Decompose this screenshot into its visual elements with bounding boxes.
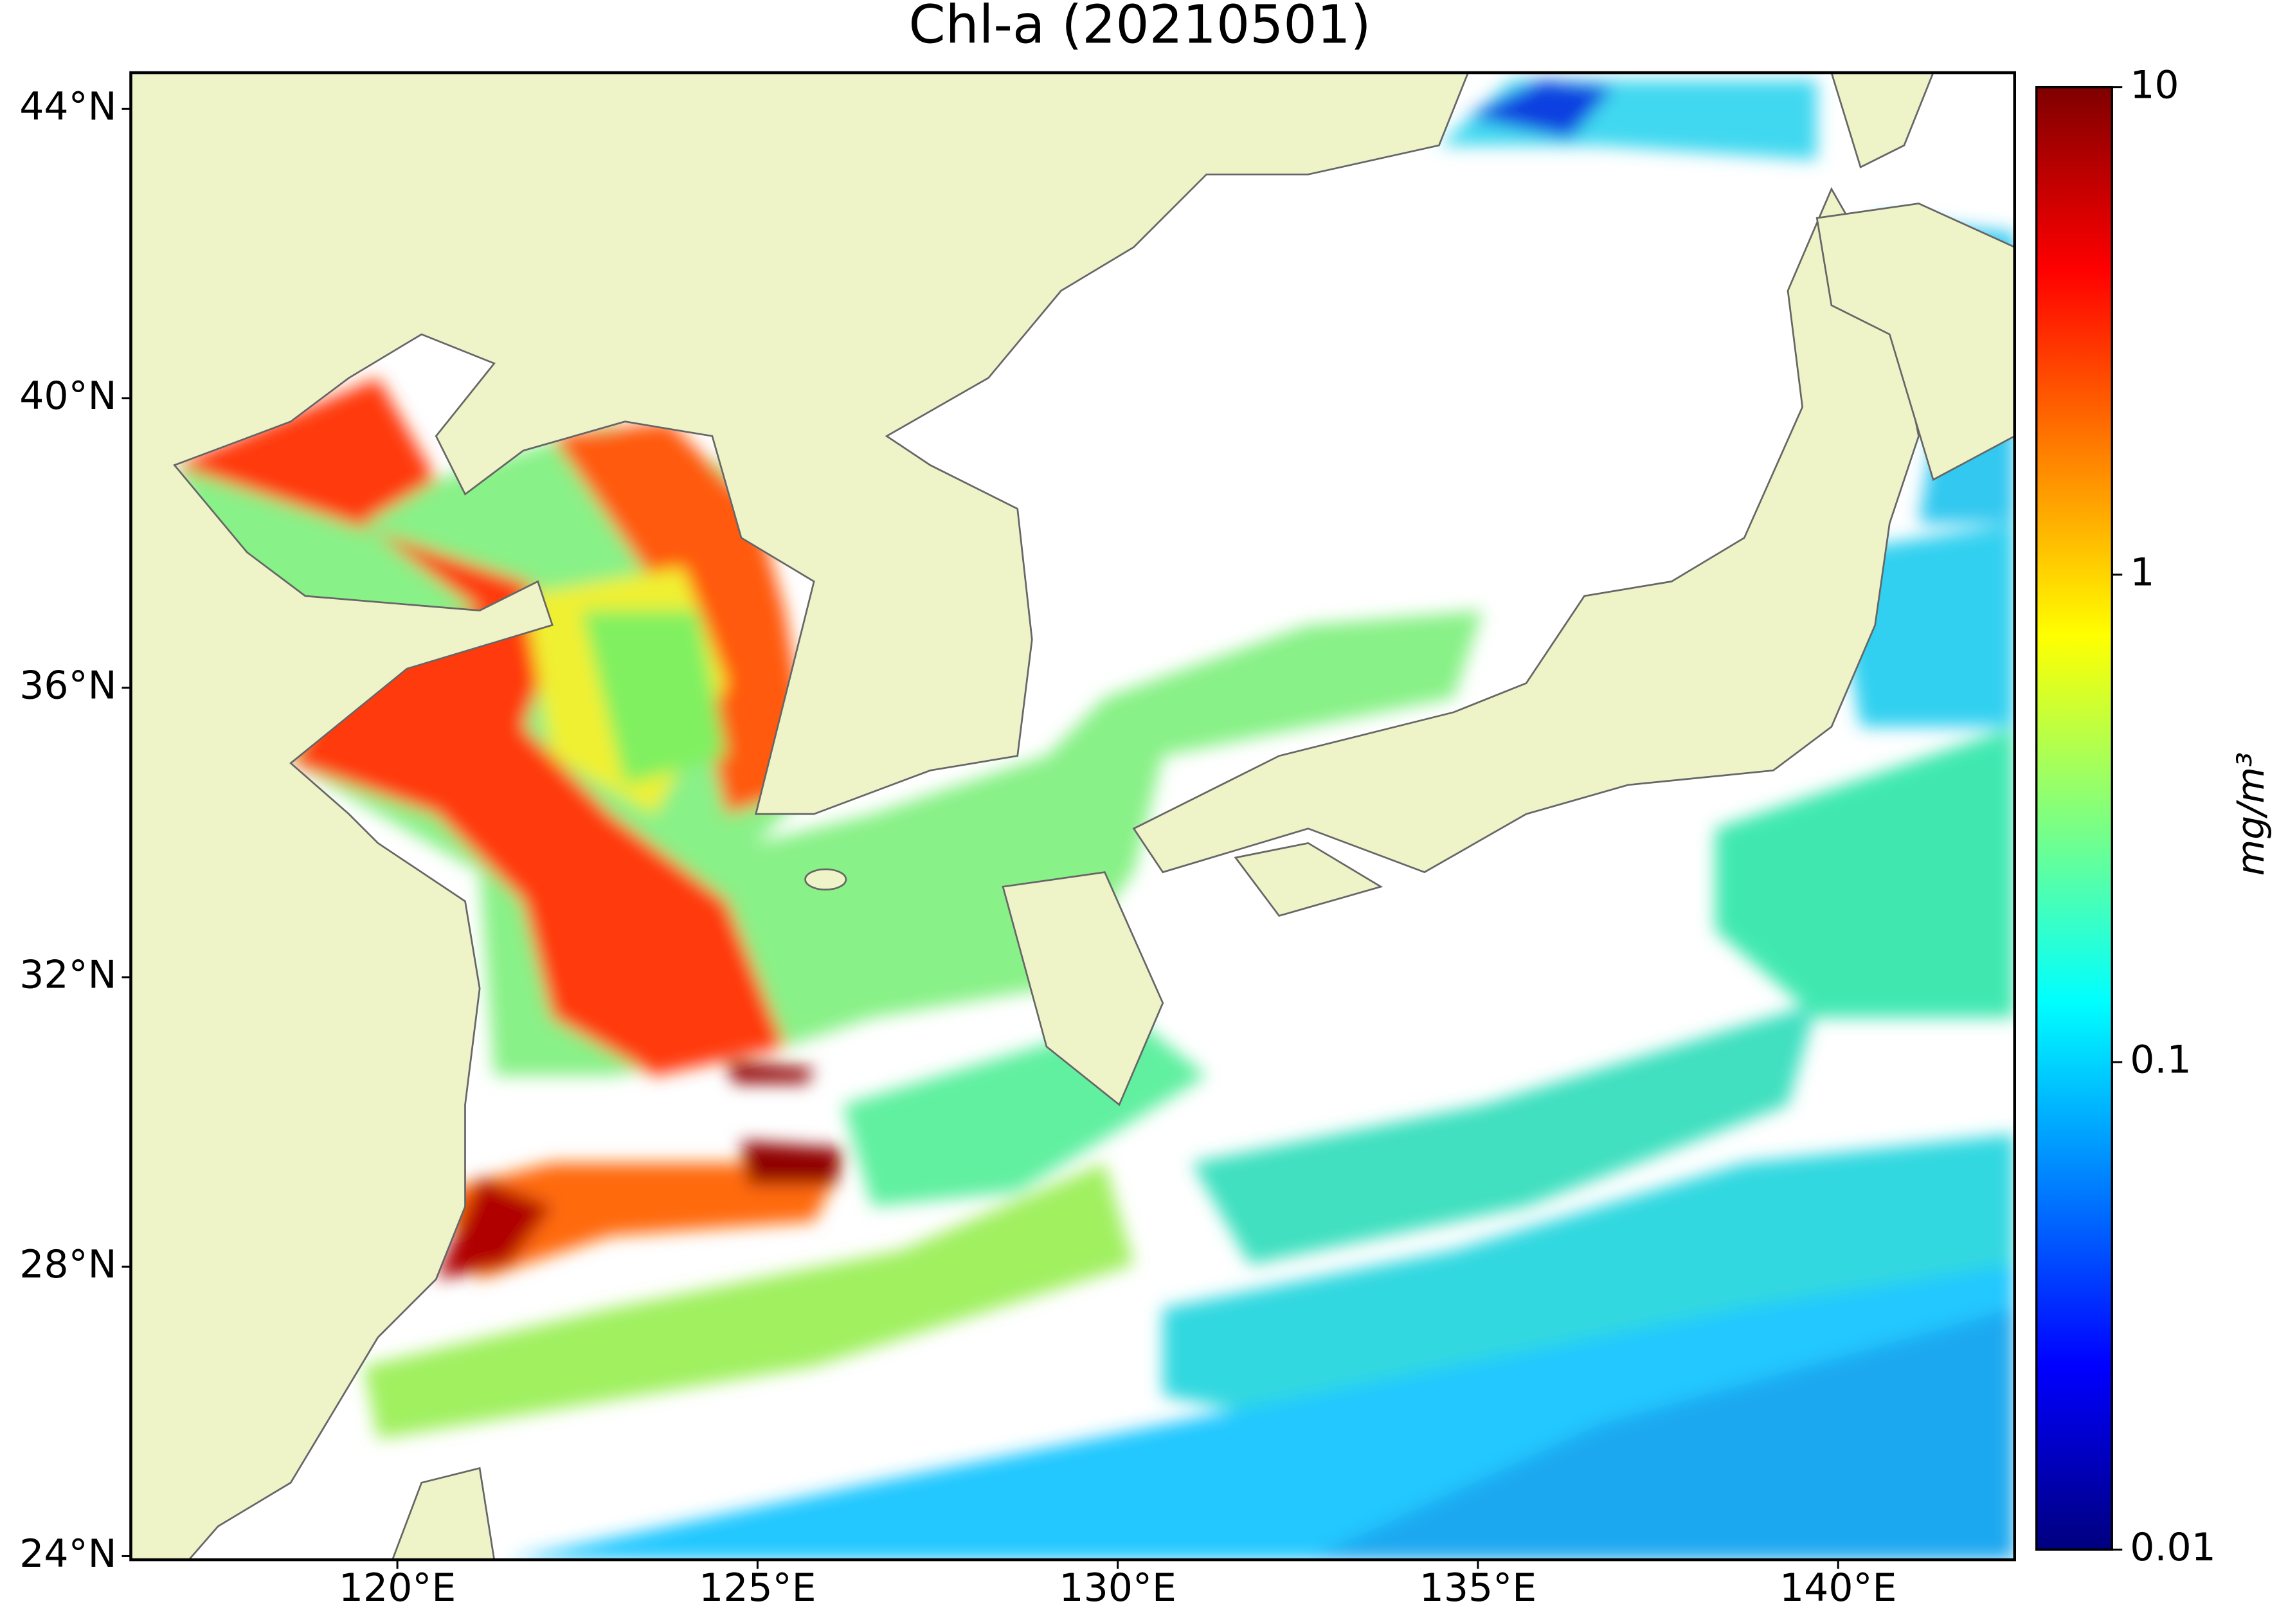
map: [129, 71, 2113, 1562]
chl-zone: [581, 610, 727, 785]
x-tick-label: 130°E: [1059, 1565, 1176, 1610]
chl-zone: [174, 377, 1483, 1076]
chl-zone: [741, 1141, 843, 1185]
x-tick-label: 125°E: [699, 1565, 816, 1610]
chl-zone: [436, 1162, 843, 1279]
colorbar: [2035, 86, 2113, 1551]
x-tick-label: 135°E: [1419, 1565, 1536, 1610]
map-layers: [131, 73, 2015, 1560]
x-tick-label: 120°E: [339, 1565, 456, 1610]
axes: 120°E 125°E 130°E 135°E 140°E 24°N 28°N 32°N 36°…: [19, 62, 2216, 1610]
chl-zone: [1192, 1003, 1817, 1265]
y-tick-label: 28°N: [19, 1242, 116, 1287]
y-tick-label: 40°N: [19, 374, 116, 419]
chl-zone: [726, 1061, 815, 1083]
chl-zone: [1162, 1133, 2015, 1425]
chl-zone: [1715, 726, 2015, 1018]
map-frame: [129, 71, 2017, 1562]
colorbar-tick-label: 0.1: [2130, 1038, 2191, 1083]
land: [131, 73, 2015, 1560]
x-tick-label: 140°E: [1779, 1565, 1896, 1610]
colorbar-label: mg/m³: [2229, 752, 2273, 876]
chl-zone: [363, 1162, 1134, 1439]
colorbar-tick-label: 1: [2130, 550, 2154, 595]
colorbar-tick-label: 0.01: [2130, 1525, 2216, 1570]
y-tick-label: 44°N: [19, 84, 116, 129]
y-tick-label: 32°N: [19, 953, 116, 998]
chl-zone: [174, 377, 785, 1076]
title: Chl-a (20210501): [908, 0, 1371, 55]
chl-zone: [1308, 1308, 2015, 1560]
y-tick-label: 24°N: [19, 1531, 116, 1576]
chl-zone: [1468, 80, 1614, 138]
colorbar-tick-label: 10: [2130, 62, 2179, 107]
chl-zone: [436, 1177, 553, 1279]
y-tick-label: 36°N: [19, 663, 116, 708]
